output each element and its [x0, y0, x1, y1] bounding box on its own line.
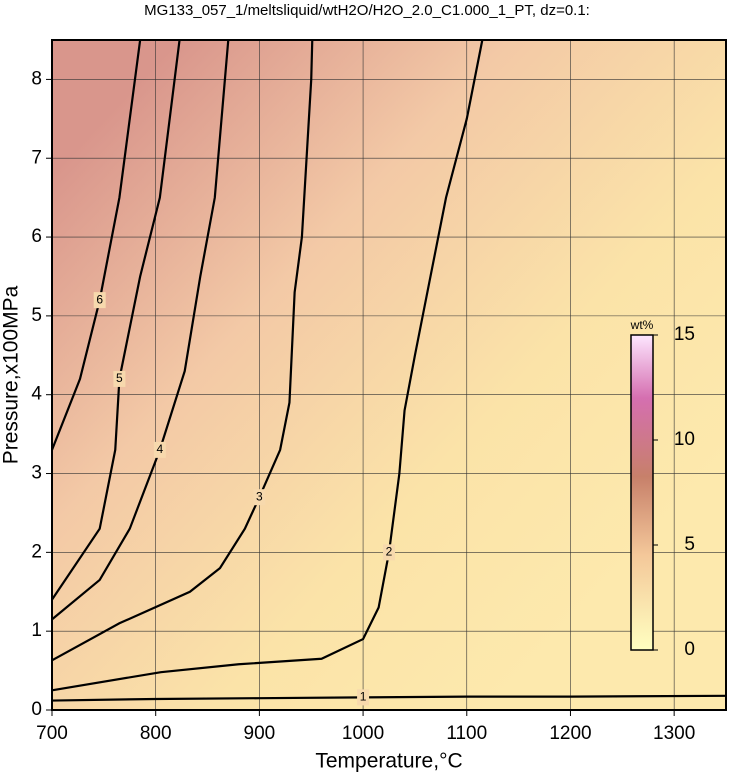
y-tick-label: 4 [31, 384, 42, 405]
plot-background [52, 40, 726, 710]
y-tick-label: 6 [31, 226, 42, 247]
colorbar-tick-label: 15 [674, 324, 695, 345]
contour-label-bg [383, 544, 395, 561]
y-axis-label: Pressure,x100MPa [0, 285, 23, 464]
colorbar-tick-label: 10 [674, 429, 695, 450]
x-tick-label: 900 [244, 723, 276, 744]
colorbar-tick-label: 5 [684, 534, 695, 555]
x-tick-label: 1300 [653, 723, 695, 744]
x-tick-label: 800 [140, 723, 172, 744]
y-tick-label: 3 [31, 463, 42, 484]
contour-label: 6 [96, 292, 103, 306]
contour-label: 1 [360, 690, 367, 704]
chart-title: MG133_057_1/meltsliquid/wtH2O/H2O_2.0_C1… [144, 2, 590, 19]
contour-line [51, 39, 230, 621]
y-tick-label: 0 [31, 699, 42, 720]
x-tick-label: 700 [36, 723, 68, 744]
colorbar-label: wt% [630, 318, 654, 332]
contour-label: 4 [156, 442, 163, 456]
contour-label-bg [357, 689, 370, 706]
contour-line [51, 39, 484, 692]
contour-label-bg [113, 370, 126, 387]
y-tick-label: 1 [31, 620, 42, 641]
contour-label-bg [93, 292, 106, 309]
y-tick-label: 5 [31, 305, 42, 326]
plot-frame [51, 39, 727, 711]
y-tick-label: 7 [31, 147, 42, 168]
colorbar [630, 334, 654, 651]
y-tick-label: 2 [31, 541, 42, 562]
y-tick-label: 8 [31, 68, 42, 89]
contour-line [51, 39, 314, 662]
x-tick-label: 1100 [446, 723, 487, 744]
contour-label: 2 [386, 545, 393, 559]
contour-label-bg [253, 489, 266, 506]
colorbar-tick-label: 0 [684, 639, 695, 660]
contour-label-bg [153, 441, 166, 458]
x-tick-label: 1200 [549, 723, 591, 744]
contour-label: 5 [116, 371, 123, 385]
contour-label: 3 [256, 489, 263, 503]
x-tick-label: 1000 [342, 723, 384, 744]
x-axis-label: Temperature,°C [315, 750, 462, 773]
